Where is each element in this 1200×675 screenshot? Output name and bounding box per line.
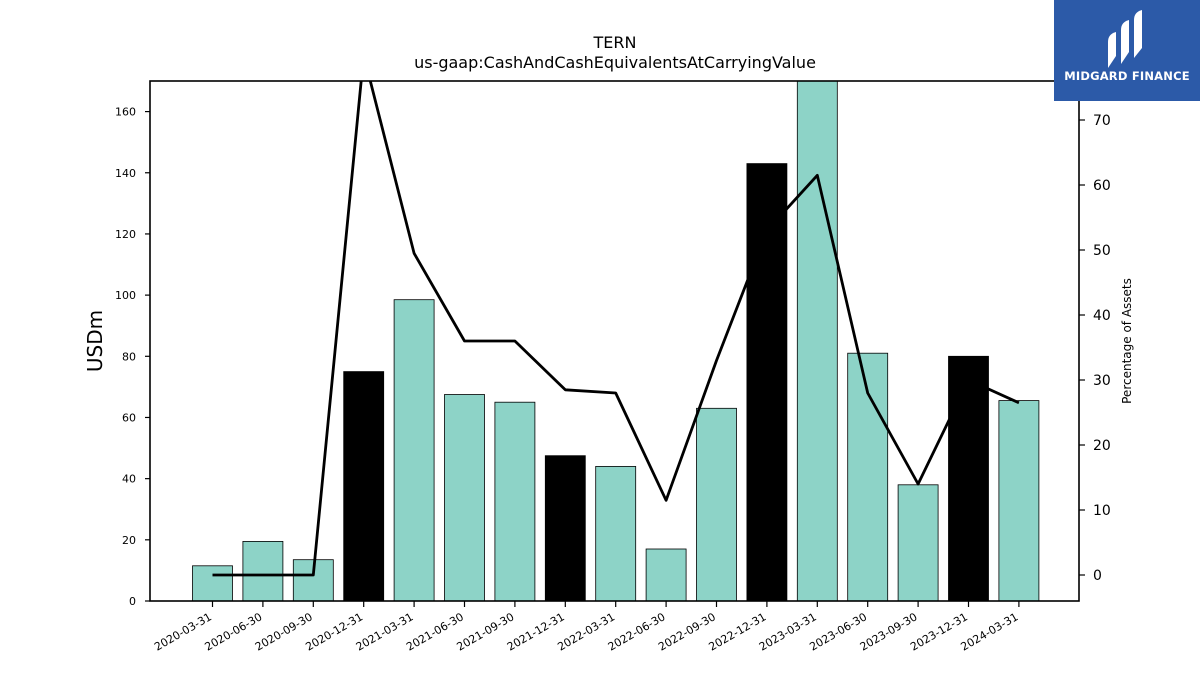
- bar-2022-09-30: [696, 407, 737, 602]
- plot-frame: [149, 80, 1080, 602]
- x-tick-label: 2024-03-31: [959, 610, 1021, 653]
- bar-2024-03-31: [998, 400, 1040, 602]
- y2-tick-label: 10: [1093, 503, 1111, 519]
- y2-tick-label: 0: [1093, 568, 1102, 584]
- bar-2021-03-31: [393, 299, 435, 602]
- y-tick-label: 40: [122, 473, 136, 486]
- y-axis-label: USDm: [83, 310, 107, 372]
- midgard-finance-logo: MIDGARD FINANCE: [1054, 0, 1200, 101]
- y-tick-label: 120: [115, 228, 136, 241]
- right-axis-ticks: 0 10 20 30 40 50 60 70: [1079, 113, 1111, 584]
- y2-tick-label: 20: [1093, 438, 1111, 454]
- y-tick-label: 160: [115, 106, 136, 119]
- chart-title: TERN: [593, 33, 637, 52]
- bar-2023-03-31: [796, 80, 838, 602]
- chart-subtitle: us-gaap:CashAndCashEquivalentsAtCarrying…: [414, 53, 816, 72]
- bar-2022-06-30: [645, 548, 687, 602]
- y2-tick-label: 50: [1093, 243, 1111, 259]
- y-tick-label: 80: [122, 350, 136, 363]
- bar-2020-12-31: [343, 371, 385, 602]
- y-tick-label: 100: [115, 289, 136, 302]
- percentage-line: [212, 81, 1020, 577]
- bar-2021-12-31: [544, 455, 586, 602]
- logo-text: MIDGARD FINANCE: [1064, 69, 1190, 83]
- y2-tick-label: 40: [1093, 308, 1111, 324]
- y-tick-label: 60: [122, 411, 136, 424]
- x-axis-ticks: 2020-03-312020-06-302020-09-302020-12-31…: [152, 601, 1020, 654]
- bar-2021-06-30: [444, 394, 485, 602]
- line-group: [212, 81, 1020, 577]
- bar-group: [192, 80, 1040, 602]
- y2-tick-label: 60: [1093, 178, 1111, 194]
- y-tick-label: 20: [122, 534, 136, 547]
- bar-2023-09-30: [897, 484, 939, 602]
- bar-2020-03-31: [192, 565, 233, 602]
- y2-axis-label: Percentage of Assets: [1120, 278, 1134, 404]
- left-axis-ticks: 0 20 40 60 80 100 120 140 160: [115, 106, 150, 608]
- bar-2022-12-31: [746, 163, 788, 602]
- bar-2023-12-31: [948, 355, 989, 602]
- bar-2021-09-30: [494, 401, 536, 602]
- y-tick-label: 140: [115, 167, 136, 180]
- bar-2020-06-30: [242, 541, 284, 602]
- logo-mark-icon: [1108, 10, 1142, 68]
- y-tick-label: 0: [129, 595, 136, 608]
- y2-tick-label: 70: [1093, 113, 1111, 129]
- bar-2022-03-31: [595, 465, 637, 602]
- y2-tick-label: 30: [1093, 373, 1111, 389]
